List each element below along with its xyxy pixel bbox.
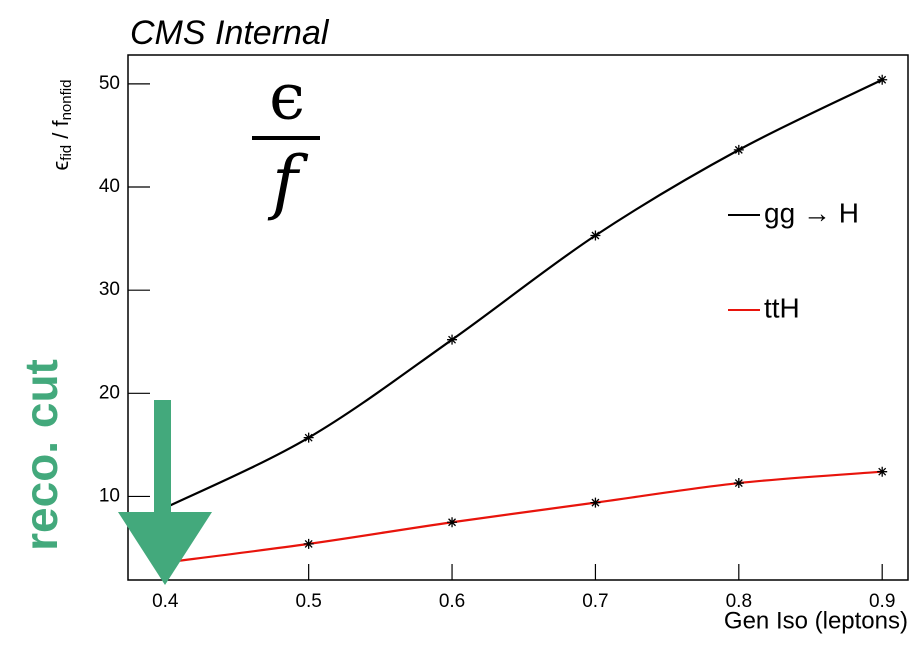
y-label-part: ϵ: [48, 161, 73, 171]
cut-arrow-head: [118, 512, 212, 585]
y-tick-label: 20: [99, 382, 120, 403]
data-point: [303, 538, 314, 549]
y-tick-label: 40: [99, 176, 120, 197]
y-label-part: nonfid: [58, 80, 75, 121]
x-tick-label: 0.6: [439, 591, 465, 612]
y-tick-label: 10: [99, 485, 120, 506]
series-line: [165, 470, 883, 564]
x-tick-label: 0.7: [582, 591, 608, 612]
legend-label: gg → H: [764, 197, 859, 228]
x-axis-label: Gen Iso (leptons): [724, 607, 908, 634]
data-point: [303, 432, 314, 443]
y-label-part: / f: [48, 120, 73, 145]
data-point: [590, 230, 601, 241]
fraction-denominator: f: [267, 141, 309, 223]
data-point: [877, 74, 888, 85]
data-point: [447, 517, 458, 528]
legend-label: ttH: [764, 292, 800, 323]
series-line: [164, 78, 883, 509]
data-point: [877, 466, 888, 477]
x-tick-label: 0.4: [152, 591, 179, 612]
x-tick-label: 0.8: [726, 591, 752, 612]
y-tick-label: 30: [99, 279, 120, 300]
data-point: [590, 497, 601, 508]
cut-label: reco. cut: [15, 359, 67, 551]
y-label-part: fid: [58, 145, 75, 161]
chart-title: CMS Internal: [130, 14, 330, 52]
cut-marker: reco. cut: [15, 359, 212, 585]
y-tick-label: 50: [99, 73, 120, 94]
data-point: [447, 334, 458, 345]
x-tick-label: 0.9: [869, 591, 895, 612]
plot-frame: [127, 54, 909, 581]
y-axis-label: ϵfid / fnonfid: [48, 80, 75, 171]
data-point: [733, 478, 744, 489]
x-tick-label: 0.5: [295, 591, 321, 612]
data-point: [733, 144, 744, 155]
cut-arrow-shaft: [154, 400, 171, 515]
fraction-numerator: ϵ: [269, 61, 305, 135]
